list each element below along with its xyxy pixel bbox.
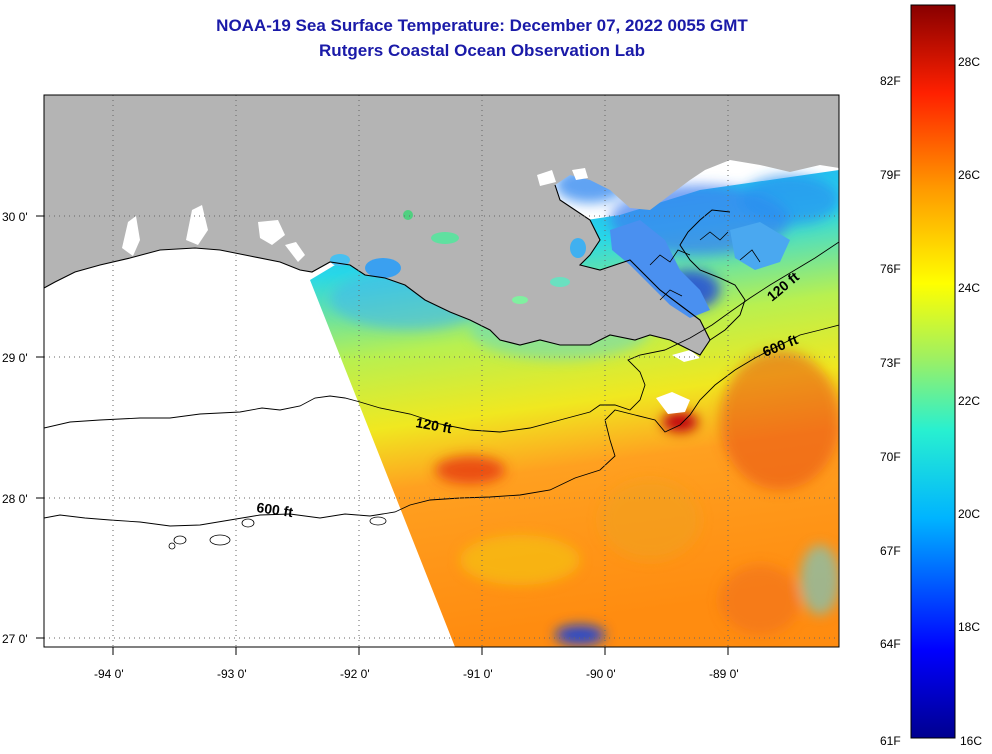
lon-label-94: -94 0' [94, 667, 124, 681]
lon-label-90: -90 0' [586, 667, 616, 681]
map-canvas: 120 ft 600 ft 120 ft 600 ft [44, 95, 839, 647]
cb-label-61f: 61F [880, 734, 901, 748]
lat-label-27: 27 0' [2, 632, 28, 646]
cb-label-28c: 28C [958, 55, 980, 69]
contour-120ft-west [44, 349, 666, 433]
lat-label-28: 28 0' [2, 492, 28, 506]
land-mass [44, 95, 839, 355]
lon-label-92: -92 0' [340, 667, 370, 681]
cb-label-73f: 73F [880, 356, 901, 370]
cb-label-20c: 20C [958, 507, 980, 521]
cb-label-67f: 67F [880, 544, 901, 558]
contour-label-600ft-west: 600 ft [256, 499, 295, 520]
inland-water [330, 210, 790, 318]
map-frame [43, 94, 840, 648]
cb-label-70f: 70F [880, 450, 901, 464]
cb-label-79f: 79F [880, 168, 901, 182]
lat-label-30: 30 0' [2, 210, 28, 224]
contour-islands [168, 516, 387, 550]
graticule [44, 95, 839, 647]
lon-label-93: -93 0' [217, 667, 247, 681]
cb-label-22c: 22C [958, 394, 980, 408]
contour-600ft [44, 324, 839, 527]
lon-label-91: -91 0' [463, 667, 493, 681]
contour-120ft-east [664, 241, 839, 351]
lon-label-89: -89 0' [709, 667, 739, 681]
cb-label-16c: 16C [960, 734, 982, 748]
cb-label-26c: 26C [958, 168, 980, 182]
cb-label-82f: 82F [880, 74, 901, 88]
sst-colorbar [910, 4, 956, 739]
contour-label-120ft-west: 120 ft [414, 414, 453, 436]
cb-label-18c: 18C [958, 620, 980, 634]
cb-label-64f: 64F [880, 637, 901, 651]
coastline [44, 184, 711, 356]
map-title: NOAA-19 Sea Surface Temperature: Decembe… [216, 16, 748, 35]
cb-label-76f: 76F [880, 262, 901, 276]
cloud-specks [122, 168, 700, 414]
frame-ticks [36, 215, 729, 655]
map-subtitle: Rutgers Coastal Ocean Observation Lab [319, 41, 645, 60]
lat-label-29: 29 0' [2, 351, 28, 365]
cb-label-24c: 24C [958, 281, 980, 295]
